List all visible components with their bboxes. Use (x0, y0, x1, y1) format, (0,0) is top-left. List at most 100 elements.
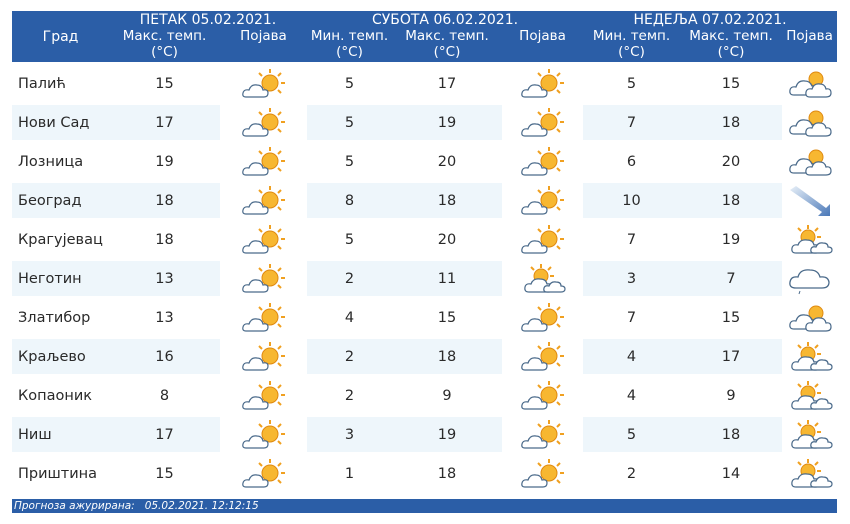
day-3-weather-icon (782, 339, 838, 378)
day-2-min-temp: 2 (307, 261, 392, 300)
day-3-max-temp: 15 (680, 300, 783, 339)
day-3-weather-icon (782, 144, 838, 183)
day-3-max-temp: 19 (680, 222, 783, 261)
day-2-min-temp: 1 (307, 456, 392, 495)
day-1-phenomenon-header: Појава (220, 28, 307, 62)
day-3-min-temp: 7 (583, 222, 681, 261)
day-3-max-temp: 15 (680, 62, 783, 105)
day-3-min-temp: 5 (583, 417, 681, 456)
day-2-header: СУБОТА 06.02.2021. (307, 11, 584, 28)
table-row: Краљево 16 2 18 4 17 (12, 339, 838, 378)
day-3-max-temp-header: Макс. темп. (°C) (680, 28, 783, 62)
city-name: Неготин (12, 261, 109, 300)
day-3-phenomenon-header: Појава (782, 28, 838, 62)
update-label: Прогноза ажурирана: (14, 500, 135, 512)
table-row: Неготин 13 2 11 3 7 (12, 261, 838, 300)
day-2-min-temp: 5 (307, 222, 392, 261)
day-3-min-temp: 7 (583, 105, 681, 144)
update-timestamp: 05.02.2021. 12:12:15 (144, 500, 259, 512)
day-2-weather-icon (502, 378, 584, 417)
day-2-max-temp: 15 (392, 300, 502, 339)
day-3-weather-icon (782, 62, 838, 105)
day-2-max-temp: 17 (392, 62, 502, 105)
table-row: Копаоник 8 2 9 4 9 (12, 378, 838, 417)
day-1-weather-icon (220, 378, 307, 417)
day-2-max-temp: 18 (392, 183, 502, 222)
table-row: Крагујевац 18 5 20 7 19 (12, 222, 838, 261)
day-2-min-temp: 4 (307, 300, 392, 339)
day-1-max-temp: 8 (109, 378, 220, 417)
day-3-max-temp: 14 (680, 456, 783, 495)
day-2-weather-icon (502, 144, 584, 183)
day-2-weather-icon (502, 339, 584, 378)
day-2-max-temp: 9 (392, 378, 502, 417)
day-3-min-temp: 6 (583, 144, 681, 183)
day-3-weather-icon (782, 105, 838, 144)
day-1-weather-icon (220, 222, 307, 261)
table-row: Златибор 13 4 15 7 15 (12, 300, 838, 339)
day-3-max-temp: 7 (680, 261, 783, 300)
city-column-header: Град (12, 11, 109, 62)
day-2-weather-icon (502, 62, 584, 105)
day-3-min-temp-header: Мин. темп. (°C) (583, 28, 681, 62)
day-1-weather-icon (220, 339, 307, 378)
day-2-min-temp-header: Мин. темп. (°C) (307, 28, 392, 62)
day-1-header: ПЕТАК 05.02.2021. (109, 11, 307, 28)
city-name: Златибор (12, 300, 109, 339)
day-1-max-temp: 19 (109, 144, 220, 183)
day-1-weather-icon (220, 105, 307, 144)
day-1-max-temp: 17 (109, 417, 220, 456)
day-3-min-temp: 4 (583, 339, 681, 378)
day-3-weather-icon (782, 300, 838, 339)
day-1-weather-icon (220, 417, 307, 456)
day-1-max-temp-header: Макс. темп. (°C) (109, 28, 220, 62)
day-3-max-temp: 9 (680, 378, 783, 417)
day-3-weather-icon (782, 378, 838, 417)
day-1-max-temp: 13 (109, 300, 220, 339)
day-2-max-temp: 18 (392, 456, 502, 495)
table-row: Ниш 17 3 19 5 18 (12, 417, 838, 456)
day-3-weather-icon (782, 417, 838, 456)
day-2-max-temp: 19 (392, 417, 502, 456)
day-1-max-temp: 13 (109, 261, 220, 300)
day-3-max-temp: 18 (680, 417, 783, 456)
day-1-max-temp: 15 (109, 456, 220, 495)
day-1-weather-icon (220, 300, 307, 339)
day-1-max-temp: 17 (109, 105, 220, 144)
day-3-weather-icon (782, 222, 838, 261)
day-1-weather-icon (220, 62, 307, 105)
city-name: Нови Сад (12, 105, 109, 144)
day-1-weather-icon (220, 261, 307, 300)
city-name: Београд (12, 183, 109, 222)
day-1-max-temp: 18 (109, 183, 220, 222)
day-2-weather-icon (502, 261, 584, 300)
day-3-max-temp: 18 (680, 183, 783, 222)
table-row: Нови Сад 17 5 19 7 18 (12, 105, 838, 144)
city-name: Копаоник (12, 378, 109, 417)
city-name: Краљево (12, 339, 109, 378)
update-footer: Прогноза ажурирана: 05.02.2021. 12:12:15 (12, 499, 837, 513)
table-row: Приштина 15 1 18 2 14 (12, 456, 838, 495)
day-2-phenomenon-header: Појава (502, 28, 584, 62)
day-1-weather-icon (220, 144, 307, 183)
table-row: Београд 18 8 18 10 18 (12, 183, 838, 222)
day-2-min-temp: 3 (307, 417, 392, 456)
city-name: Ниш (12, 417, 109, 456)
day-2-min-temp: 2 (307, 339, 392, 378)
day-1-max-temp: 15 (109, 62, 220, 105)
day-3-min-temp: 5 (583, 62, 681, 105)
day-2-min-temp: 8 (307, 183, 392, 222)
table-row: Палић 15 5 17 5 15 (12, 62, 838, 105)
day-2-max-temp: 20 (392, 222, 502, 261)
day-3-min-temp: 4 (583, 378, 681, 417)
day-3-header: НЕДЕЉА 07.02.2021. (583, 11, 838, 28)
day-3-min-temp: 2 (583, 456, 681, 495)
day-2-weather-icon (502, 417, 584, 456)
day-3-max-temp: 17 (680, 339, 783, 378)
day-3-max-temp: 18 (680, 105, 783, 144)
day-2-weather-icon (502, 456, 584, 495)
day-3-min-temp: 10 (583, 183, 681, 222)
day-3-min-temp: 3 (583, 261, 681, 300)
day-2-weather-icon (502, 105, 584, 144)
city-name: Палић (12, 62, 109, 105)
